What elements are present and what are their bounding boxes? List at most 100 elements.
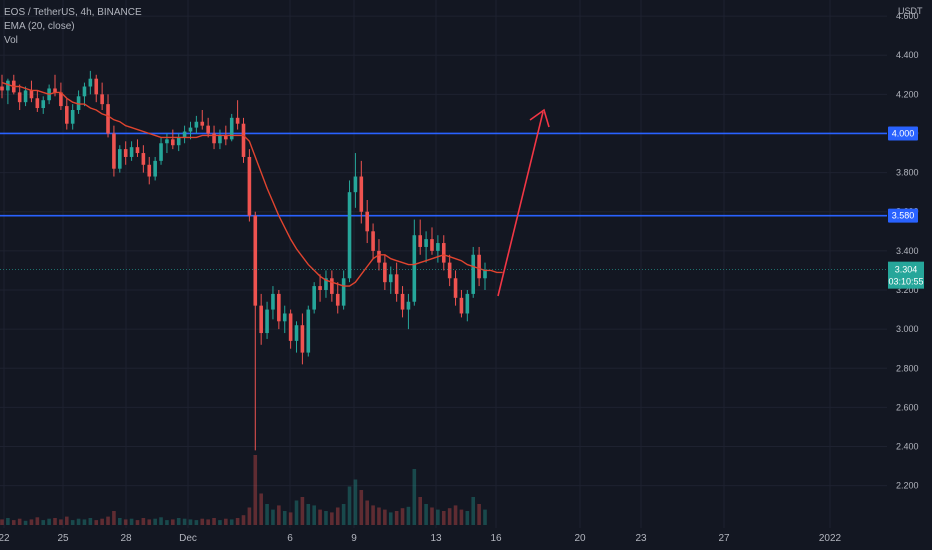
price-tick-label: 3.800 bbox=[896, 168, 919, 178]
candle-body bbox=[165, 139, 169, 144]
time-tick-label: 16 bbox=[490, 533, 502, 544]
candle-body bbox=[377, 250, 381, 263]
volume-bar bbox=[235, 518, 240, 525]
price-label-value: 3.304 bbox=[895, 265, 918, 275]
candle-body bbox=[6, 80, 10, 91]
candle-body bbox=[29, 90, 34, 99]
ema-legend[interactable]: EMA (20, close) bbox=[4, 21, 75, 32]
volume-bars bbox=[0, 455, 487, 525]
volume-bar bbox=[441, 511, 446, 525]
candle-body bbox=[188, 127, 193, 132]
volume-bar bbox=[365, 500, 369, 525]
symbol-title[interactable]: EOS / TetherUS, 4h, BINANCE bbox=[4, 7, 142, 18]
volume-bar bbox=[253, 455, 258, 525]
volume-bar bbox=[218, 520, 222, 525]
candle-body bbox=[324, 278, 328, 290]
volume-bar bbox=[359, 490, 364, 525]
horizontal-levels[interactable] bbox=[0, 132, 887, 217]
candle-body bbox=[235, 117, 240, 124]
level-label: 4.000 bbox=[892, 128, 915, 138]
volume-bar bbox=[176, 518, 181, 525]
candle-body bbox=[359, 176, 364, 212]
volume-bar bbox=[400, 508, 405, 525]
candle-body bbox=[147, 164, 152, 177]
candle-body bbox=[59, 92, 63, 107]
price-tick-label: 3.400 bbox=[896, 246, 919, 256]
volume-bar bbox=[447, 508, 452, 525]
candle-body bbox=[388, 274, 393, 283]
level-label-bg bbox=[888, 126, 918, 141]
arrow-head[interactable] bbox=[529, 108, 550, 128]
candle-body bbox=[282, 313, 287, 322]
candle-body bbox=[300, 325, 305, 353]
candle-body bbox=[106, 104, 110, 134]
time-axis[interactable]: 22 25 28 Dec 6 9 13 16 20 23 27 2022 bbox=[0, 528, 932, 550]
volume-bar bbox=[306, 504, 311, 525]
volume-bar bbox=[141, 518, 146, 525]
volume-bar bbox=[418, 497, 423, 525]
volume-bar bbox=[318, 509, 322, 525]
volume-bar bbox=[76, 518, 81, 525]
price-tick-label: 2.400 bbox=[896, 442, 919, 452]
candle-body bbox=[471, 254, 476, 294]
volume-bar bbox=[241, 515, 246, 525]
volume-bar bbox=[153, 518, 157, 525]
candle-body bbox=[53, 88, 57, 93]
time-tick-label: Dec bbox=[179, 533, 197, 544]
price-tick-label: 3.000 bbox=[896, 324, 919, 334]
volume-bar bbox=[171, 519, 175, 525]
volume-bar bbox=[477, 504, 481, 525]
volume-bar bbox=[453, 505, 458, 525]
volume-bar bbox=[17, 518, 22, 525]
price-tick-label: 4.200 bbox=[896, 89, 919, 99]
volume-bar bbox=[11, 520, 16, 525]
candle-body bbox=[70, 110, 75, 124]
volume-bar bbox=[23, 520, 28, 525]
candle-body bbox=[394, 274, 399, 294]
candle-body bbox=[483, 270, 487, 279]
volume-bar bbox=[135, 520, 140, 525]
candle-body bbox=[88, 78, 93, 87]
time-tick-label: 25 bbox=[57, 533, 69, 544]
price-label-bg bbox=[888, 261, 924, 289]
candle-body bbox=[418, 235, 423, 247]
candle-body bbox=[253, 215, 258, 306]
candle-body bbox=[135, 147, 140, 154]
time-tick-label: 9 bbox=[351, 533, 357, 544]
candle-body bbox=[365, 211, 369, 232]
candle-body bbox=[194, 121, 199, 128]
candle-body bbox=[383, 262, 387, 283]
volume-bar bbox=[430, 507, 434, 525]
volume-bar bbox=[465, 511, 470, 525]
volume-bar bbox=[277, 505, 281, 525]
candle-body bbox=[335, 293, 340, 306]
volume-bar bbox=[53, 518, 57, 525]
volume-bar bbox=[94, 520, 99, 525]
volume-bar bbox=[200, 518, 205, 525]
candle-body bbox=[94, 78, 99, 95]
volume-bar bbox=[64, 516, 69, 525]
candle-body bbox=[430, 239, 434, 251]
price-tick-label: 2.800 bbox=[896, 363, 919, 373]
candle-body bbox=[353, 176, 358, 193]
candle-body bbox=[100, 94, 104, 105]
trend-arrow[interactable] bbox=[497, 108, 550, 297]
candle-body bbox=[477, 254, 481, 279]
volume-bar bbox=[288, 512, 293, 525]
volume-bar bbox=[388, 512, 393, 525]
volume-bar bbox=[123, 519, 128, 525]
volume-bar bbox=[212, 518, 216, 525]
volume-bar bbox=[41, 520, 46, 525]
time-tick-label: 20 bbox=[574, 533, 586, 544]
ema-line bbox=[1, 81, 503, 287]
volume-legend[interactable]: Vol bbox=[4, 35, 18, 46]
candle-body bbox=[171, 139, 175, 146]
volume-bar bbox=[224, 518, 228, 525]
candle-body bbox=[312, 286, 316, 310]
candle-body bbox=[371, 231, 375, 251]
volume-bar bbox=[300, 497, 305, 525]
arrow-shaft[interactable] bbox=[497, 111, 544, 297]
volume-bar bbox=[247, 507, 252, 525]
volume-bar bbox=[324, 511, 328, 525]
